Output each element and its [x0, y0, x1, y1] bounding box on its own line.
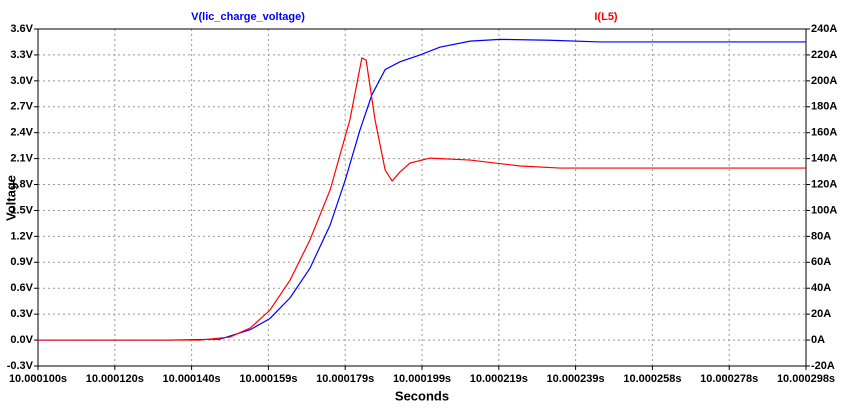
y2-tick-label: 140A	[811, 153, 837, 165]
y-tick-label: 3.0V	[10, 75, 33, 87]
y-tick-label: 3.3V	[10, 49, 33, 61]
y2-tick-label: 20A	[811, 308, 831, 320]
y-tick-label: 2.1V	[10, 153, 33, 165]
y-tick-label: 0.0V	[10, 334, 33, 346]
y2-tick-label: 100A	[811, 204, 837, 216]
y2-tick-label: 40A	[811, 282, 831, 294]
y2-tick-label: 240A	[811, 23, 837, 35]
x-tick-label: 10.000199s	[393, 373, 451, 385]
series-line	[38, 57, 806, 341]
x-tick-label: 10.000120s	[86, 373, 144, 385]
x-tick-label: 10.000239s	[547, 373, 605, 385]
series-line	[38, 38, 806, 341]
y2-tick-label: 80A	[811, 230, 831, 242]
x-tick-label: 10.000219s	[470, 373, 528, 385]
x-tick-label: 10.000258s	[623, 373, 681, 385]
y-tick-label: 2.7V	[10, 101, 33, 113]
y-tick-label: 0.9V	[10, 256, 33, 268]
x-tick-label: 10.000278s	[700, 373, 758, 385]
x-tick-label: 10.000100s	[9, 373, 67, 385]
legend-entry: V(lic_charge_voltage)	[191, 11, 305, 23]
y-tick-label: 0.3V	[10, 308, 33, 320]
y2-tick-label: 180A	[811, 101, 837, 113]
x-tick-label: 10.000159s	[239, 373, 297, 385]
y-tick-label: -0.3V	[7, 360, 34, 372]
y-tick-label: 1.8V	[10, 178, 33, 190]
y-tick-label: 1.2V	[10, 230, 33, 242]
y2-tick-label: 220A	[811, 49, 837, 61]
x-tick-label: 10.000179s	[316, 373, 374, 385]
y2-tick-label: -20A	[811, 360, 835, 372]
y2-tick-label: 120A	[811, 178, 837, 190]
y-tick-label: 2.4V	[10, 127, 33, 139]
y2-tick-label: 160A	[811, 127, 837, 139]
x-tick-label: 10.000298s	[777, 373, 835, 385]
y2-tick-label: 60A	[811, 256, 831, 268]
y-tick-label: 1.5V	[10, 204, 33, 216]
y-tick-label: 3.6V	[10, 23, 33, 35]
x-axis-label: Seconds	[395, 388, 449, 403]
y2-tick-label: 200A	[811, 75, 837, 87]
x-tick-label: 10.000140s	[163, 373, 221, 385]
y-axis-label: Voltage	[3, 175, 18, 221]
plot-frame	[37, 28, 807, 367]
legend-entry: I(L5)	[594, 11, 618, 23]
y-tick-label: 0.6V	[10, 282, 33, 294]
y2-tick-label: 0A	[811, 334, 825, 346]
